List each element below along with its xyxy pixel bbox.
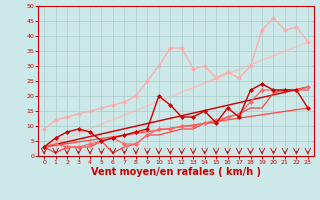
X-axis label: Vent moyen/en rafales ( km/h ): Vent moyen/en rafales ( km/h ) (91, 167, 261, 177)
